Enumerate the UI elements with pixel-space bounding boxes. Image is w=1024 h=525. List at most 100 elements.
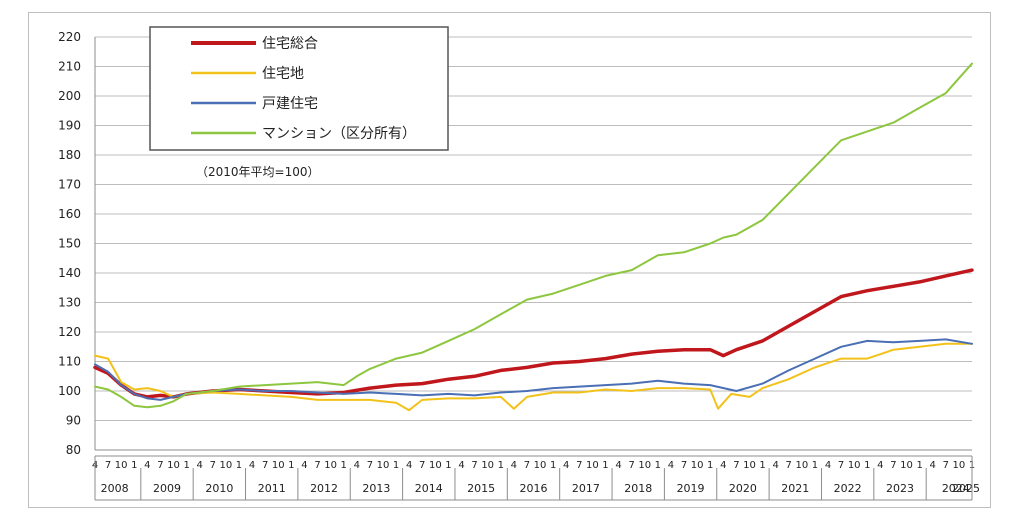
x-month-label: 4 [458, 460, 464, 471]
series-line-3 [94, 338, 973, 401]
x-month-label: 1 [341, 460, 347, 471]
x-month-label: 4 [301, 460, 307, 471]
x-month-label: 1 [393, 460, 399, 471]
x-month-label: 1 [288, 460, 294, 471]
x-month-label: 7 [471, 460, 477, 471]
x-month-label: 1 [759, 460, 765, 471]
x-month-label: 4 [720, 460, 726, 471]
x-year-label: 2012 [310, 482, 338, 495]
x-month-label: 7 [628, 460, 634, 471]
series-lines [93, 62, 974, 412]
x-year-label: 2014 [415, 482, 443, 495]
chart-note: （2010年平均=100） [196, 165, 320, 179]
x-year-label: 2015 [467, 482, 495, 495]
x-month-label: 7 [367, 460, 373, 471]
x-month-label: 1 [445, 460, 451, 471]
legend-label-4: マンション（区分所有） [262, 126, 416, 142]
x-month-label: 10 [429, 460, 442, 471]
x-month-label: 4 [930, 460, 936, 471]
x-month-label: 7 [210, 460, 216, 471]
x-year-label: 2021 [781, 482, 809, 495]
x-year-label: 2008 [101, 482, 129, 495]
x-month-label: 10 [324, 460, 337, 471]
x-month-label: 10 [115, 460, 128, 471]
x-year-label: 2024 [942, 482, 970, 495]
x-month-label: 1 [655, 460, 661, 471]
y-tick-label: 200 [58, 89, 81, 103]
x-month-label: 4 [511, 460, 517, 471]
x-month-label: 4 [406, 460, 412, 471]
x-month-label: 4 [825, 460, 831, 471]
x-month-label: 10 [953, 460, 966, 471]
x-month-label: 10 [272, 460, 285, 471]
x-month-label: 7 [262, 460, 268, 471]
y-tick-label: 160 [58, 207, 81, 221]
x-year-label: 2020 [729, 482, 757, 495]
x-year-label: 2019 [677, 482, 705, 495]
x-month-label: 7 [943, 460, 949, 471]
x-month-label: 10 [848, 460, 861, 471]
series-line-2 [94, 342, 973, 412]
y-tick-label: 210 [58, 60, 81, 74]
x-month-label: 4 [249, 460, 255, 471]
y-axis: 80 90 100 110 120 130 140 150 160 170 180 190 200 210… [58, 30, 96, 457]
y-tick-label: 220 [58, 30, 81, 44]
x-month-label: 10 [167, 460, 180, 471]
x-month-label: 10 [638, 460, 651, 471]
series-line-1 [93, 268, 974, 399]
x-month-label: 1 [602, 460, 608, 471]
x-month-label: 7 [157, 460, 163, 471]
y-tick-label: 140 [58, 266, 81, 280]
y-tick-label: 90 [66, 414, 81, 428]
x-month-label: 1 [183, 460, 189, 471]
y-tick-label: 110 [58, 355, 81, 369]
x-month-label: 1 [550, 460, 556, 471]
x-month-label: 10 [795, 460, 808, 471]
chart-frame [28, 12, 991, 508]
x-month-label: 4 [144, 460, 150, 471]
note-background [190, 158, 368, 184]
x-month-label: 10 [743, 460, 756, 471]
x-month-label: 1 [707, 460, 713, 471]
x-year-label: 2010 [205, 482, 233, 495]
x-month-label: 1 [916, 460, 922, 471]
x-month-label: 10 [377, 460, 390, 471]
x-axis: 2008 2009 2010 2011 2012 2013 2014 2015 2016 2017… [92, 455, 980, 501]
x-month-label: 7 [419, 460, 425, 471]
series-line-4 [94, 62, 973, 409]
x-month-label: 1 [236, 460, 242, 471]
x-year-label: 2013 [362, 482, 390, 495]
x-month-label: 10 [691, 460, 704, 471]
legend-label-3: 戸建住宅 [262, 96, 318, 112]
y-tick-label: 180 [58, 148, 81, 162]
x-year-label: 2016 [520, 482, 548, 495]
x-month-label: 7 [890, 460, 896, 471]
y-tick-label: 100 [58, 384, 81, 398]
x-year-label: 2009 [153, 482, 181, 495]
x-month-label: 10 [586, 460, 599, 471]
x-month-label: 7 [524, 460, 530, 471]
x-month-label: 1 [131, 460, 137, 471]
y-tick-label: 120 [58, 325, 81, 339]
x-month-label: 7 [576, 460, 582, 471]
x-month-label: 7 [733, 460, 739, 471]
y-tick-label: 190 [58, 119, 81, 133]
x-month-label: 4 [877, 460, 883, 471]
x-month-label: 4 [563, 460, 569, 471]
x-month-label: 4 [197, 460, 203, 471]
x-month-label: 7 [681, 460, 687, 471]
x-month-label: 4 [354, 460, 360, 471]
x-month-label: 4 [615, 460, 621, 471]
x-month-label: 7 [838, 460, 844, 471]
x-year-label: 2022 [834, 482, 862, 495]
x-month-label: 7 [786, 460, 792, 471]
x-month-label: 1 [864, 460, 870, 471]
x-year-label: 2025 [952, 482, 980, 495]
y-tick-label: 130 [58, 296, 81, 310]
x-month-label: 4 [668, 460, 674, 471]
x-month-label: 10 [900, 460, 913, 471]
x-month-label: 1 [812, 460, 818, 471]
x-year-label: 2011 [258, 482, 286, 495]
